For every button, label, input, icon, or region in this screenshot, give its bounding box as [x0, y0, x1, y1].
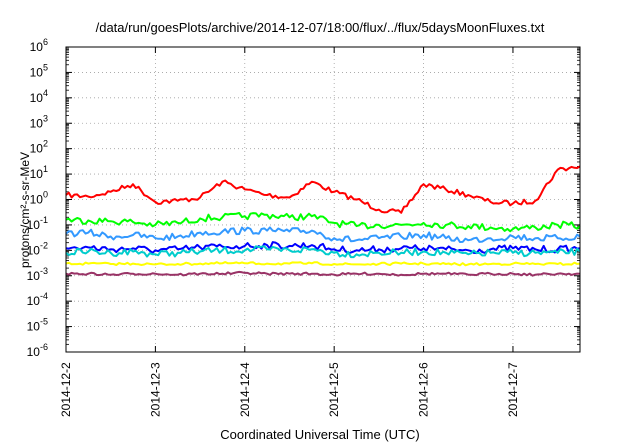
series-line	[65, 270, 581, 277]
x-tick-label: 2014-12-3	[148, 362, 162, 417]
y-tick-base: 10	[30, 142, 44, 156]
y-tick-exponent: -2	[40, 240, 48, 250]
y-tick-base: 10	[27, 269, 41, 283]
y-tick-base: 10	[30, 167, 44, 181]
chart-title: /data/run/goesPlots/archive/2014-12-07/1…	[95, 20, 545, 35]
y-tick-label: 104	[30, 88, 48, 105]
x-tick-label: 2014-12-4	[238, 362, 252, 417]
y-tick-base: 10	[30, 65, 44, 79]
x-tick-label: 2014-12-6	[417, 362, 431, 417]
y-tick-exponent: 0	[43, 190, 48, 200]
y-tick-exponent: -1	[40, 215, 48, 225]
y-tick-base: 10	[30, 116, 44, 130]
y-tick-base: 10	[27, 218, 41, 232]
y-tick-exponent: -3	[40, 266, 48, 276]
y-tick-base: 10	[27, 294, 41, 308]
x-tick-label: 2014-12-2	[59, 362, 73, 417]
y-tick-label: 10-6	[27, 342, 48, 359]
y-tick-label: 102	[30, 139, 48, 156]
y-tick-label: 101	[30, 164, 48, 181]
plot-frame	[65, 46, 581, 353]
y-tick-exponent: 5	[43, 62, 48, 72]
y-tick-base: 10	[30, 193, 44, 207]
y-tick-label: 10-3	[27, 266, 48, 283]
y-tick-exponent: 4	[43, 88, 48, 98]
x-tick-label: 2014-12-7	[506, 362, 520, 417]
y-tick-base: 10	[27, 320, 41, 334]
y-tick-label: 10-5	[27, 317, 48, 334]
y-tick-label: 103	[30, 113, 48, 130]
y-tick-label: 10-1	[27, 215, 48, 232]
y-tick-label: 100	[30, 190, 48, 207]
y-tick-exponent: -4	[40, 291, 48, 301]
y-tick-label: 105	[30, 62, 48, 79]
y-tick-exponent: 1	[43, 164, 48, 174]
series-line	[65, 226, 581, 243]
y-tick-base: 10	[27, 243, 41, 257]
y-tick-base: 10	[27, 345, 41, 359]
x-tick-label: 2014-12-5	[327, 362, 341, 417]
y-tick-label: 10-4	[27, 291, 48, 308]
y-tick-exponent: -6	[40, 342, 48, 352]
y-tick-base: 10	[30, 40, 44, 54]
series-line	[65, 241, 581, 255]
x-axis-label: Coordinated Universal Time (UTC)	[220, 427, 420, 442]
y-tick-exponent: 3	[43, 113, 48, 123]
series-line	[65, 212, 581, 233]
y-tick-exponent: -5	[40, 317, 48, 327]
series-line	[65, 245, 581, 259]
y-tick-exponent: 2	[43, 139, 48, 149]
y-tick-base: 10	[30, 91, 44, 105]
series-line	[65, 165, 581, 214]
y-tick-exponent: 6	[43, 37, 48, 47]
series-line	[65, 261, 581, 267]
y-tick-label: 106	[30, 37, 48, 54]
y-tick-label: 10-2	[27, 240, 48, 257]
